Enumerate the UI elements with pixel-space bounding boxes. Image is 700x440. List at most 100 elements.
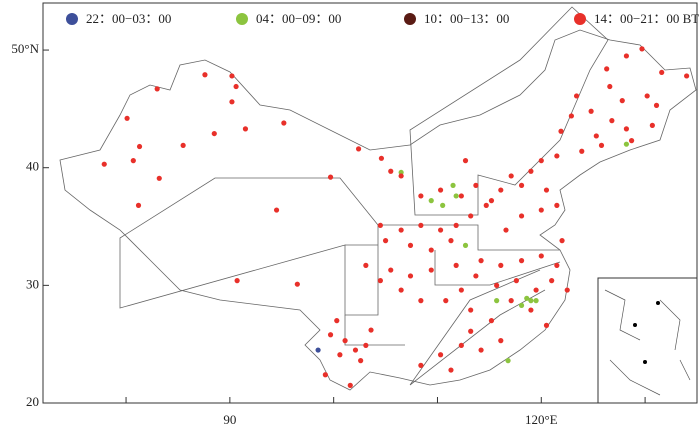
point	[418, 222, 424, 228]
point	[518, 182, 525, 188]
x-tick-label: 120°E	[525, 412, 558, 427]
point	[437, 187, 444, 193]
point	[418, 298, 424, 304]
y-tick-label: 40	[26, 159, 39, 174]
point	[368, 327, 374, 333]
point	[418, 193, 424, 199]
point	[533, 298, 539, 304]
point	[273, 207, 280, 213]
point	[518, 302, 525, 308]
y-tick-label: 20	[26, 394, 39, 409]
point	[609, 118, 615, 124]
point	[538, 207, 544, 213]
point	[202, 72, 208, 78]
point	[327, 174, 334, 180]
point	[352, 347, 359, 353]
point	[242, 126, 249, 132]
point	[229, 99, 235, 105]
y-tick-label: 50°N	[11, 41, 39, 56]
point	[554, 202, 560, 208]
point	[473, 182, 479, 188]
point	[488, 198, 495, 204]
point	[388, 168, 394, 174]
point	[543, 322, 550, 328]
point	[337, 352, 343, 358]
point	[543, 187, 550, 193]
point	[378, 155, 385, 161]
point	[623, 53, 630, 59]
point	[363, 342, 369, 348]
point	[450, 182, 456, 188]
point	[448, 238, 454, 244]
point	[528, 298, 534, 304]
point	[377, 222, 383, 228]
point	[508, 173, 514, 179]
y-tick-label: 30	[26, 276, 39, 291]
point	[607, 83, 613, 90]
point	[604, 66, 610, 72]
point	[513, 278, 519, 284]
point	[458, 193, 464, 199]
point	[347, 382, 353, 388]
point	[653, 102, 660, 108]
point	[355, 146, 362, 152]
point	[156, 175, 162, 181]
point	[234, 278, 240, 284]
legend-marker	[66, 13, 78, 25]
point	[503, 227, 509, 233]
legend-marker	[574, 13, 586, 25]
point	[229, 73, 235, 79]
point	[559, 238, 565, 244]
point	[233, 83, 239, 90]
point	[363, 262, 369, 268]
point	[554, 153, 560, 159]
point	[494, 282, 500, 288]
point	[564, 287, 570, 293]
point	[549, 278, 555, 284]
point	[440, 202, 446, 208]
point	[639, 46, 645, 52]
point	[398, 227, 404, 233]
point	[342, 338, 348, 344]
point	[437, 227, 444, 233]
point	[538, 158, 544, 164]
point	[315, 347, 321, 353]
point	[407, 242, 414, 248]
point	[327, 332, 334, 338]
point	[554, 262, 560, 268]
legend-label: 14：00−21：00 BT	[594, 11, 699, 26]
point	[573, 93, 580, 99]
point	[382, 238, 389, 244]
point	[154, 86, 160, 92]
point	[498, 262, 504, 268]
point	[619, 98, 625, 104]
point	[322, 372, 328, 378]
point	[124, 115, 130, 121]
point	[505, 358, 511, 364]
point	[593, 133, 599, 139]
point	[659, 69, 665, 76]
legend-label: 04：00−09：00	[256, 11, 341, 26]
point	[407, 273, 414, 279]
point	[101, 161, 107, 167]
legend-marker	[236, 13, 248, 25]
point	[398, 173, 404, 179]
point	[458, 287, 464, 293]
point	[428, 267, 434, 273]
point	[453, 262, 459, 268]
point	[468, 213, 474, 219]
point	[448, 367, 454, 373]
point	[428, 198, 434, 204]
point	[130, 158, 136, 164]
legend-label: 10：00−13：00	[424, 11, 509, 26]
point	[623, 141, 630, 147]
point	[524, 295, 530, 301]
point	[462, 158, 469, 164]
point	[135, 202, 142, 208]
point	[453, 193, 459, 199]
point	[629, 138, 635, 144]
point	[528, 307, 534, 313]
point	[488, 318, 495, 324]
point	[281, 120, 287, 126]
